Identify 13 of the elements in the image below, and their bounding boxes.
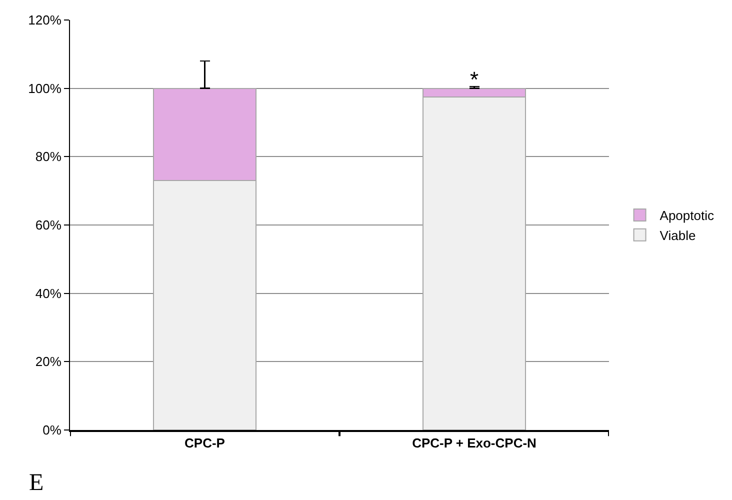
legend-label: Viable <box>660 228 696 243</box>
y-tick-label: 60% <box>35 218 62 233</box>
text: E <box>29 470 44 496</box>
y-tick-label: 20% <box>35 354 62 370</box>
y-tick-label: 120% <box>28 12 62 28</box>
x-tick-label: CPC-P + Exo-CPC-N <box>412 436 536 451</box>
y-tick-label: 100% <box>28 80 62 96</box>
legend-label: Apoptotic <box>660 208 714 224</box>
x-tick-label: CPC-P <box>184 436 226 451</box>
y-tick-label: 0% <box>42 422 62 438</box>
y-tick-label: 40% <box>35 286 62 301</box>
annotation: * <box>470 67 479 92</box>
y-tick-label: 80% <box>35 149 62 164</box>
